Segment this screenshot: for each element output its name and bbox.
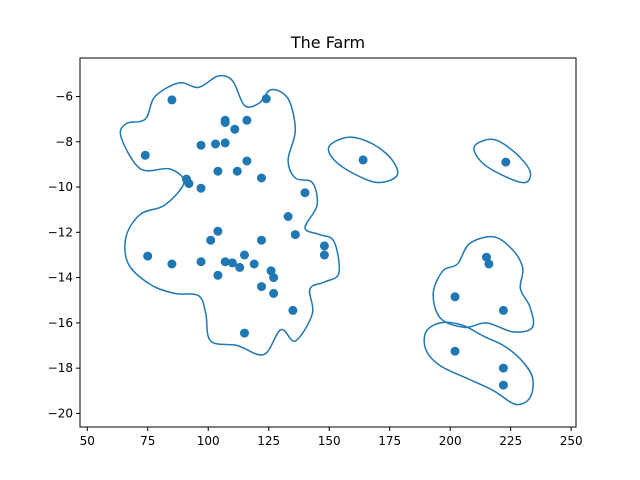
y-tick-label: −12 [48, 225, 73, 239]
data-point-2 [261, 94, 271, 104]
contour-line-1 [119, 74, 341, 356]
data-point-23 [257, 235, 266, 245]
y-tick-label: −8 [55, 135, 73, 149]
data-point-33 [235, 262, 245, 272]
data-point-43 [482, 252, 491, 262]
data-point-12 [213, 166, 223, 176]
data-point-6 [230, 124, 240, 134]
x-tick-label: 100 [197, 434, 220, 448]
contour-line-4 [432, 235, 535, 333]
data-point-20 [213, 226, 223, 236]
data-point-38 [269, 288, 279, 298]
data-point-27 [167, 259, 177, 269]
x-tick-label: 225 [499, 434, 522, 448]
x-tick-label: 175 [378, 434, 401, 448]
data-point-42 [501, 157, 511, 167]
data-point-47 [450, 346, 460, 356]
x-tick-label: 200 [439, 434, 462, 448]
data-point-17 [257, 173, 266, 183]
x-tick-label: 125 [257, 434, 280, 448]
data-point-8 [211, 139, 220, 149]
x-tick-label: 150 [318, 434, 341, 448]
x-tick-label: 250 [560, 434, 583, 448]
y-tick-label: −18 [48, 361, 73, 375]
data-point-10 [140, 150, 150, 160]
data-point-22 [206, 235, 216, 245]
data-point-28 [196, 257, 206, 267]
y-tick-label: −20 [48, 406, 73, 420]
y-tick-label: −6 [55, 89, 73, 103]
data-point-37 [257, 282, 266, 292]
data-point-4 [220, 118, 230, 127]
axes-frame [79, 57, 577, 428]
data-point-40 [240, 328, 249, 338]
data-point-11 [242, 156, 252, 166]
data-point-49 [498, 380, 508, 390]
data-point-15 [184, 179, 194, 189]
data-point-31 [240, 250, 249, 260]
data-point-29 [220, 257, 230, 267]
data-point-34 [266, 266, 276, 276]
y-tick-label: −14 [48, 271, 73, 285]
data-point-46 [498, 305, 508, 315]
data-point-48 [498, 363, 508, 373]
data-point-30 [227, 258, 237, 268]
contour-layer [119, 74, 535, 406]
y-tick-label: −10 [48, 180, 73, 194]
x-tick-label: 75 [140, 434, 155, 448]
data-point-44 [484, 259, 494, 269]
x-tick-label: 50 [80, 434, 95, 448]
data-point-21 [290, 230, 300, 240]
data-point-45 [450, 292, 460, 302]
x-axis: 50 75 100 125 150 175 200 225 250 [80, 427, 583, 448]
data-point-39 [288, 305, 298, 315]
data-point-1 [167, 95, 177, 105]
contour-line-3 [473, 138, 532, 184]
data-point-18 [300, 188, 310, 198]
data-point-35 [269, 273, 279, 283]
data-point-16 [196, 183, 206, 193]
data-point-32 [249, 259, 259, 269]
data-point-36 [213, 270, 223, 280]
data-point-5 [242, 115, 252, 125]
scatter-layer [140, 94, 511, 390]
y-tick-label: −16 [48, 316, 73, 330]
data-point-7 [196, 140, 206, 150]
data-point-13 [232, 166, 242, 176]
contour-line-2 [327, 136, 399, 184]
data-point-25 [319, 250, 329, 260]
y-axis: −6 −8 −10 −12 −14 −16 −18 −20 [48, 89, 80, 420]
contour-line-5 [423, 321, 534, 406]
data-point-19 [283, 212, 293, 221]
data-point-41 [358, 155, 368, 165]
data-point-9 [220, 138, 230, 148]
data-point-24 [319, 241, 329, 251]
data-point-26 [143, 251, 153, 261]
chart-title: The Farm [290, 33, 365, 52]
